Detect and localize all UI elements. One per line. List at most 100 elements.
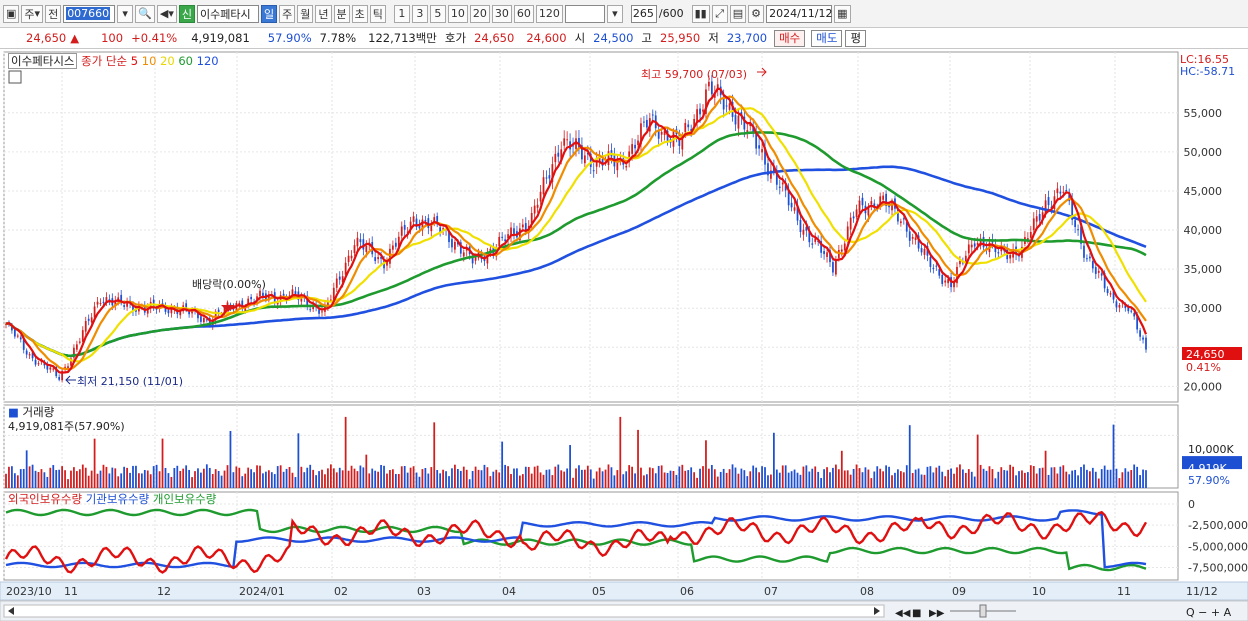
candle-body xyxy=(660,131,663,135)
candle-body xyxy=(645,119,648,128)
date-input[interactable]: 2024/11/12 xyxy=(766,4,833,23)
calendar-icon[interactable]: ▦ xyxy=(834,4,851,23)
scroll-track xyxy=(3,604,885,618)
num-3[interactable]: 3 xyxy=(411,4,428,23)
candle-body xyxy=(734,114,737,125)
holder-y-tick: -2,500,000 xyxy=(1188,519,1248,532)
num-1[interactable]: 1 xyxy=(393,4,410,23)
zoom-icons: Q − + A xyxy=(1186,606,1232,619)
chart-area[interactable]: 55,000 50,000 45,000 40,000 35,000 30,000 20,0… xyxy=(0,50,1248,621)
volume-bar xyxy=(964,472,967,488)
candle-body xyxy=(73,347,75,358)
volume-bar xyxy=(861,472,864,488)
save-icon[interactable]: ▤ xyxy=(729,4,747,23)
count-input[interactable]: 265 xyxy=(630,4,657,23)
gear-icon[interactable]: ⚙ xyxy=(748,4,765,23)
candle-body xyxy=(397,236,400,250)
candle-body xyxy=(489,248,492,252)
volume-bar xyxy=(495,469,498,488)
volume-bar xyxy=(879,468,882,488)
volume-bar xyxy=(521,474,524,488)
candle-body xyxy=(519,228,521,241)
candle-body xyxy=(1077,229,1079,231)
x-tick-label: 07 xyxy=(764,585,778,598)
volume-bar xyxy=(200,472,202,488)
buy-button[interactable]: 매수 xyxy=(774,29,806,47)
tab-second[interactable]: 초 xyxy=(351,4,368,23)
sell-button[interactable]: 매도 xyxy=(811,29,843,47)
scroll-left-icon xyxy=(8,607,14,615)
volume-bar xyxy=(616,470,619,488)
holder-y-tick: 0 xyxy=(1188,498,1195,511)
candle-body xyxy=(631,144,633,154)
y-tick-label: 40,000 xyxy=(1184,224,1223,237)
volume-bar xyxy=(486,467,489,488)
avg-button[interactable]: 평 xyxy=(845,29,867,47)
volume-bar xyxy=(858,468,861,488)
volume-bar xyxy=(1074,469,1077,488)
custom-interval-input[interactable] xyxy=(564,4,605,23)
volume-bar xyxy=(640,467,642,488)
ma60-line xyxy=(5,130,1147,358)
num-10[interactable]: 10 xyxy=(447,4,468,23)
candle-body xyxy=(226,302,229,307)
playback-icon: ◀◀ xyxy=(895,608,911,619)
candle-body xyxy=(374,257,377,262)
num-120[interactable]: 120 xyxy=(535,4,563,23)
volume-bar xyxy=(93,438,96,488)
code-dropdown-icon[interactable]: ▾ xyxy=(117,4,134,23)
candle-body xyxy=(247,298,250,307)
volume-bar xyxy=(852,468,855,488)
max-price-label: 최고 59,700 (07/03) xyxy=(641,68,748,81)
candle-body xyxy=(524,223,527,231)
candle-body xyxy=(300,296,303,302)
candle-body xyxy=(321,311,323,313)
tab-tick[interactable]: 틱 xyxy=(369,4,386,23)
candle-body xyxy=(861,197,864,206)
search-icon[interactable]: 🔍 xyxy=(135,4,155,23)
candle-body xyxy=(799,219,802,233)
num-30[interactable]: 30 xyxy=(491,4,512,23)
candle-body xyxy=(81,330,84,342)
candle-body xyxy=(1145,337,1147,350)
x-tick-label: 10 xyxy=(1032,585,1046,598)
num-60[interactable]: 60 xyxy=(513,4,534,23)
window-icon[interactable]: ▣ xyxy=(3,4,20,23)
tab-minute[interactable]: 분 xyxy=(333,4,350,23)
candle-body xyxy=(1089,256,1091,259)
candle-body xyxy=(566,139,569,141)
volume-bar xyxy=(563,471,566,488)
holder-legend: 외국인보유수량 기관보유수량 개인보유수량 xyxy=(8,491,216,507)
stock-code-input[interactable]: 007660 xyxy=(63,4,116,23)
candle-body xyxy=(849,217,852,230)
market-select[interactable]: 주 ▾ xyxy=(21,4,44,23)
num-5[interactable]: 5 xyxy=(429,4,446,23)
candle-body xyxy=(551,164,554,183)
num-20[interactable]: 20 xyxy=(469,4,490,23)
interval-dropdown-icon[interactable]: ▾ xyxy=(606,4,623,23)
volume-bar xyxy=(102,464,105,488)
crosshair-icon[interactable]: ⤢ xyxy=(711,4,728,23)
volume-bar xyxy=(1106,469,1109,488)
candle-body xyxy=(377,257,380,260)
candle-body xyxy=(61,370,63,381)
volume-bar xyxy=(129,472,131,488)
tab-year[interactable]: 년 xyxy=(315,4,332,23)
candle-body xyxy=(350,255,353,259)
volume-bar xyxy=(551,475,554,488)
volume-bar xyxy=(241,476,244,488)
tab-month[interactable]: 월 xyxy=(297,4,314,23)
volume-bar xyxy=(161,438,164,488)
tab-week[interactable]: 주 xyxy=(279,4,296,23)
volume-bar xyxy=(589,469,592,488)
chart-type-icon[interactable]: ▮▮ xyxy=(691,4,710,23)
volume-bar xyxy=(876,466,879,488)
speaker-icon[interactable]: ◀▾ xyxy=(156,4,177,23)
candle-body xyxy=(43,362,46,366)
volume-bar xyxy=(811,468,814,488)
tab-day[interactable]: 일 xyxy=(261,4,278,23)
volume-bar xyxy=(501,441,504,488)
volume-bar xyxy=(835,464,837,488)
volume-bar xyxy=(722,468,725,488)
prev-button[interactable]: 전 xyxy=(45,4,62,23)
